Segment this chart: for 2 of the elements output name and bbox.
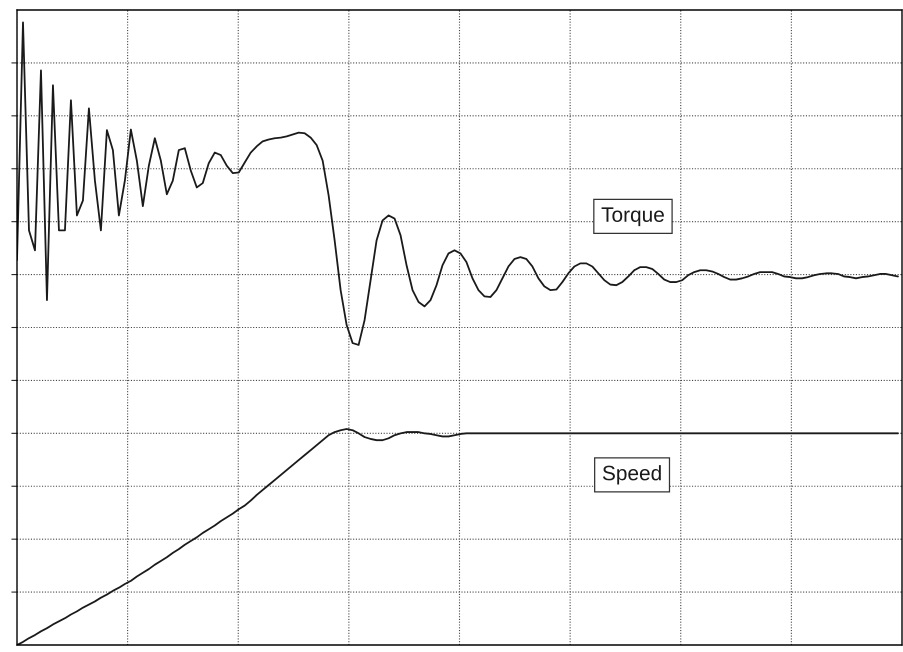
series-label: Speed (602, 465, 661, 485)
series-label: Torque (602, 207, 664, 226)
